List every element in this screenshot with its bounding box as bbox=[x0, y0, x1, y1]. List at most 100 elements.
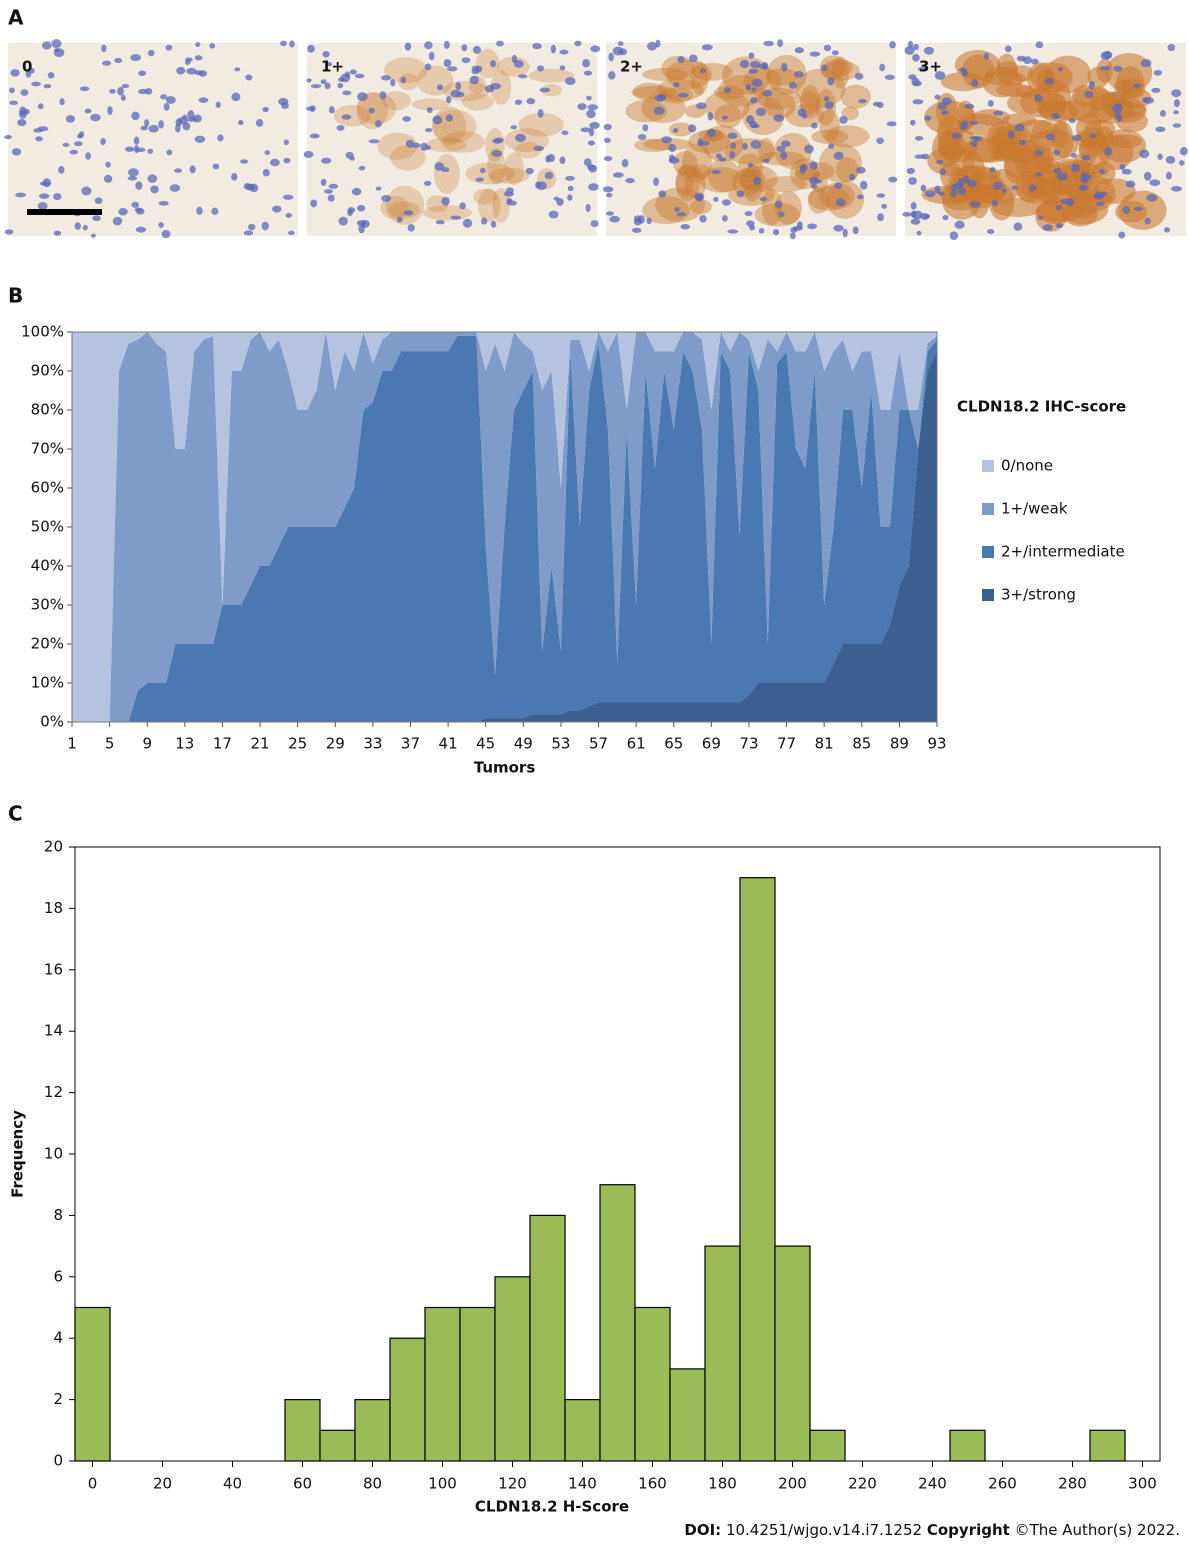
nucleus bbox=[92, 215, 101, 222]
nucleus bbox=[25, 70, 32, 78]
image-background bbox=[606, 43, 896, 236]
nucleus bbox=[1089, 133, 1097, 139]
nucleus bbox=[194, 70, 204, 76]
nucleus bbox=[606, 192, 613, 198]
stain bbox=[675, 164, 700, 202]
stain bbox=[411, 98, 450, 111]
nucleus bbox=[1088, 80, 1095, 90]
nucleus bbox=[238, 120, 244, 126]
nucleus bbox=[240, 159, 249, 164]
nucleus bbox=[426, 106, 433, 114]
nucleus bbox=[165, 44, 173, 51]
stain bbox=[840, 84, 871, 109]
nucleus bbox=[727, 229, 739, 234]
nucleus bbox=[612, 172, 624, 178]
nucleus bbox=[130, 54, 142, 61]
nucleus bbox=[949, 231, 959, 241]
x-tick-label: 57 bbox=[589, 735, 608, 753]
nucleus bbox=[604, 137, 611, 143]
nucleus bbox=[212, 163, 220, 170]
nucleus bbox=[809, 51, 821, 57]
nucleus bbox=[567, 185, 574, 191]
footer: DOI: 10.4251/wjgo.v14.i7.1252 Copyright … bbox=[684, 1521, 1180, 1539]
nucleus bbox=[19, 106, 27, 116]
nucleus bbox=[1034, 94, 1043, 103]
nucleus bbox=[321, 157, 332, 164]
nucleus bbox=[1153, 69, 1163, 76]
nucleus bbox=[42, 41, 52, 50]
nucleus bbox=[699, 215, 707, 223]
nucleus bbox=[934, 185, 941, 194]
nucleus bbox=[793, 70, 804, 78]
nucleus bbox=[358, 165, 366, 171]
y-tick-label: 100% bbox=[21, 323, 64, 341]
nucleus bbox=[758, 228, 765, 234]
nucleus bbox=[910, 218, 921, 225]
stain bbox=[431, 109, 477, 143]
nucleus bbox=[916, 230, 922, 236]
nucleus bbox=[781, 62, 788, 72]
image-label: 0 bbox=[22, 58, 32, 76]
nucleus bbox=[924, 115, 932, 121]
nucleus bbox=[147, 174, 158, 183]
nucleus bbox=[446, 95, 452, 104]
nucleus bbox=[94, 197, 103, 204]
x-tick-label: 20 bbox=[153, 1475, 172, 1493]
nucleus bbox=[131, 111, 140, 121]
x-axis-label: Tumors bbox=[474, 759, 536, 777]
nucleus bbox=[1165, 155, 1176, 164]
nucleus bbox=[160, 94, 168, 100]
x-tick-label: 25 bbox=[288, 735, 307, 753]
nucleus bbox=[967, 180, 978, 188]
stain bbox=[665, 59, 712, 90]
bar bbox=[459, 1306, 496, 1462]
nucleus bbox=[674, 207, 680, 212]
nucleus bbox=[182, 114, 188, 120]
nucleus bbox=[4, 135, 12, 140]
nucleus bbox=[59, 98, 65, 106]
nucleus bbox=[134, 207, 143, 212]
x-tick-label: 0 bbox=[88, 1475, 98, 1493]
nucleus bbox=[587, 164, 595, 171]
nucleus bbox=[876, 137, 884, 144]
nucleus bbox=[539, 87, 551, 93]
nucleus bbox=[90, 233, 96, 238]
image-label: 2+ bbox=[620, 58, 643, 76]
nucleus bbox=[461, 44, 468, 52]
nucleus bbox=[1045, 133, 1056, 141]
x-tick-label: 49 bbox=[514, 735, 533, 753]
nucleus bbox=[727, 132, 738, 139]
nucleus bbox=[827, 76, 835, 86]
nucleus bbox=[17, 118, 27, 127]
x-tick-label: 80 bbox=[363, 1475, 382, 1493]
nucleus bbox=[799, 165, 806, 175]
nucleus bbox=[762, 61, 769, 70]
nucleus bbox=[881, 203, 888, 209]
x-tick-label: 85 bbox=[852, 735, 871, 753]
nucleus bbox=[1173, 110, 1179, 115]
nucleus bbox=[62, 142, 70, 147]
stain bbox=[684, 169, 706, 199]
nucleus bbox=[434, 162, 445, 171]
nucleus bbox=[324, 189, 334, 194]
nucleus bbox=[642, 124, 649, 132]
stain bbox=[808, 188, 830, 214]
nucleus bbox=[608, 52, 614, 62]
x-tick-label: 160 bbox=[638, 1475, 667, 1493]
nucleus bbox=[1078, 184, 1089, 191]
nucleus bbox=[701, 44, 713, 51]
nucleus bbox=[794, 47, 804, 54]
nucleus bbox=[780, 151, 788, 160]
nucleus bbox=[879, 63, 886, 72]
x-tick-label: 140 bbox=[568, 1475, 597, 1493]
nucleus bbox=[270, 158, 280, 167]
nucleus bbox=[668, 144, 677, 152]
stain bbox=[655, 187, 705, 222]
x-tick-label: 89 bbox=[890, 735, 909, 753]
stain bbox=[625, 99, 667, 123]
y-tick-label: 50% bbox=[31, 518, 64, 536]
nucleus bbox=[889, 41, 896, 49]
nucleus bbox=[609, 215, 620, 223]
nucleus bbox=[532, 43, 542, 50]
nucleus bbox=[750, 139, 762, 149]
